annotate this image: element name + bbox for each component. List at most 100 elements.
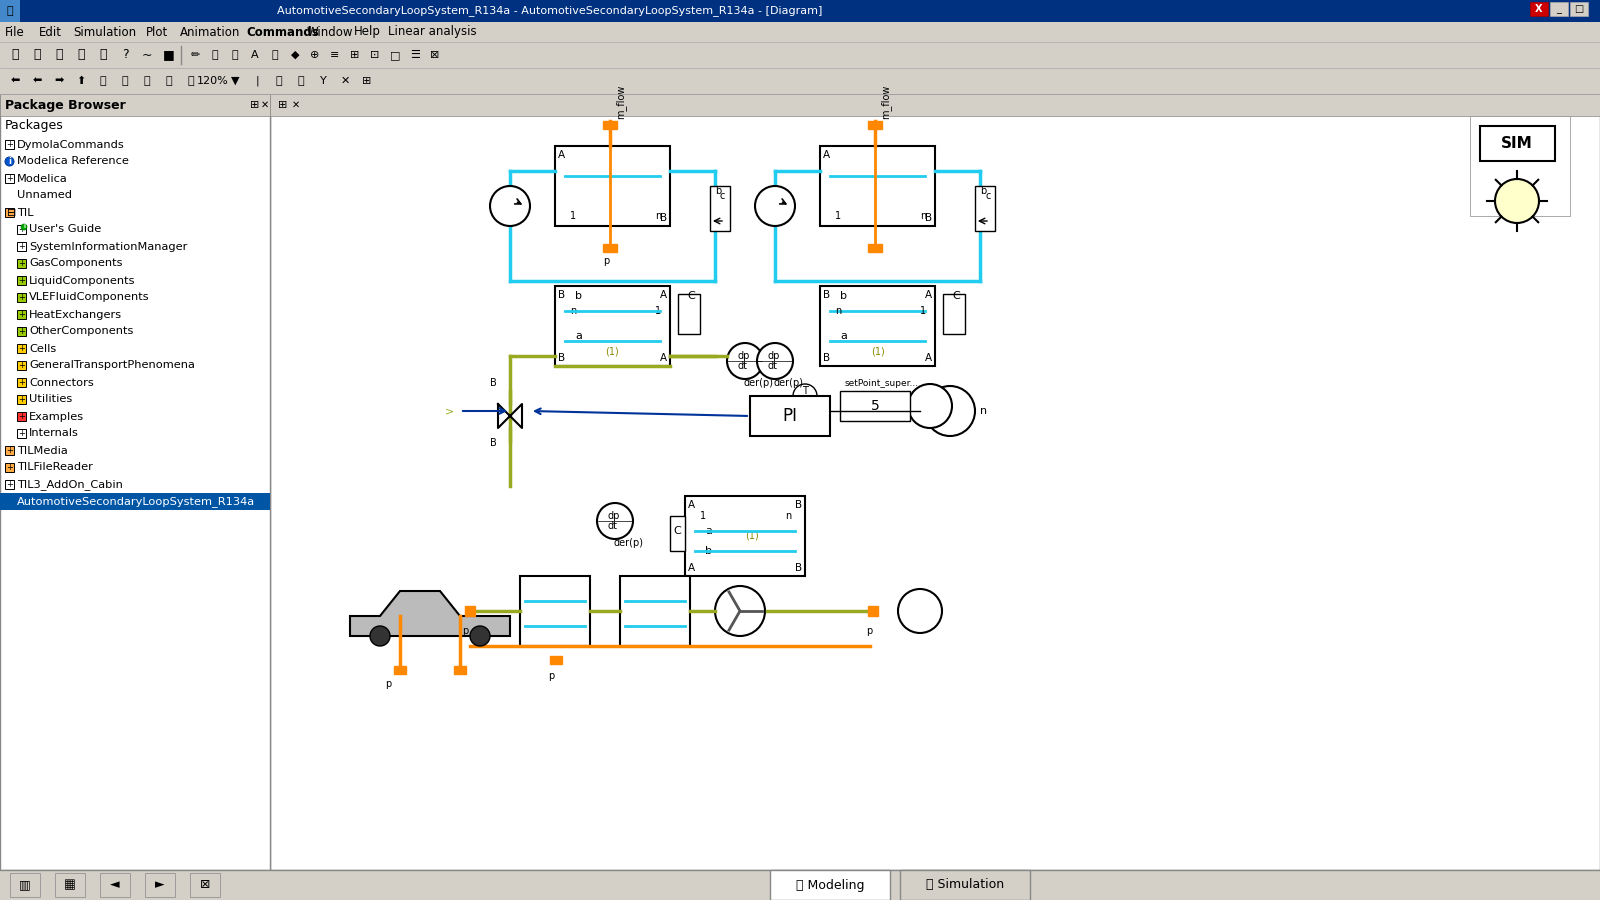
Text: 120%: 120% [197, 76, 229, 86]
Circle shape [794, 384, 818, 408]
Text: GeneralTransportPhenomena: GeneralTransportPhenomena [29, 361, 195, 371]
Text: dp: dp [606, 511, 619, 521]
Text: Simulation: Simulation [74, 25, 136, 39]
Text: B: B [490, 438, 496, 448]
Text: A: A [659, 353, 667, 363]
Text: 📈 Simulation: 📈 Simulation [926, 878, 1005, 892]
Text: GasComponents: GasComponents [29, 258, 123, 268]
Text: ⊟: ⊟ [6, 208, 16, 218]
Text: +: + [18, 429, 26, 438]
Text: ≡: ≡ [330, 50, 339, 60]
Text: ⬅: ⬅ [10, 76, 19, 86]
Bar [1550, 2, 1568, 16]
Text: +: + [18, 242, 26, 251]
Bar [819, 286, 934, 366]
Text: Commands: Commands [246, 25, 320, 39]
Text: +: + [18, 378, 26, 387]
Text: dp: dp [738, 351, 750, 361]
Bar [1530, 2, 1549, 16]
Text: 1: 1 [835, 211, 842, 221]
Text: (1): (1) [746, 531, 760, 541]
Text: +: + [18, 310, 26, 319]
Bar [5, 208, 14, 217]
Text: |: | [254, 76, 259, 86]
Text: Modelica Reference: Modelica Reference [18, 157, 130, 166]
Text: >: > [445, 406, 454, 416]
Bar [5, 446, 14, 455]
Text: PI: PI [782, 407, 797, 425]
Text: setPoint_super...: setPoint_super... [845, 379, 918, 388]
Text: b: b [979, 186, 986, 196]
Text: ➡: ➡ [54, 76, 64, 86]
Text: 🖨: 🖨 [99, 49, 107, 61]
Text: OtherComponents: OtherComponents [29, 327, 133, 337]
Bar [18, 225, 26, 234]
Text: ~: ~ [142, 49, 152, 61]
Text: AutomotiveSecondaryLoopSystem_R134a: AutomotiveSecondaryLoopSystem_R134a [18, 496, 254, 507]
Text: ■: ■ [163, 49, 174, 61]
Text: 💾: 💾 [56, 49, 62, 61]
Text: C: C [686, 291, 694, 301]
Bar [5, 463, 14, 472]
Text: +: + [18, 395, 26, 404]
Text: b: b [706, 546, 712, 556]
Bar [678, 294, 701, 334]
Text: +: + [18, 225, 26, 234]
Circle shape [470, 626, 490, 646]
Text: +: + [18, 259, 26, 268]
Text: Package Browser: Package Browser [5, 98, 126, 112]
Text: +: + [18, 361, 26, 370]
Bar [0, 42, 1600, 68]
Text: User's Guide: User's Guide [29, 224, 101, 235]
Bar [0, 870, 1600, 900]
Text: b: b [840, 291, 846, 301]
Text: B: B [822, 353, 830, 363]
Text: 🌐: 🌐 [298, 76, 304, 86]
Bar [0, 68, 1600, 94]
Bar [454, 666, 466, 674]
Text: ⬜: ⬜ [211, 50, 218, 60]
Text: ⊞: ⊞ [278, 100, 288, 110]
Circle shape [490, 186, 530, 226]
Text: B: B [558, 353, 565, 363]
Bar [0, 493, 270, 510]
Text: ✏: ✏ [190, 50, 200, 60]
Bar [270, 94, 1600, 116]
Bar [867, 606, 878, 616]
Bar [555, 286, 670, 366]
Text: +: + [6, 463, 13, 472]
Text: dt: dt [766, 361, 778, 371]
Text: A: A [659, 290, 667, 300]
Bar [190, 873, 221, 897]
Text: 📁: 📁 [34, 49, 40, 61]
Text: TILFileReader: TILFileReader [18, 463, 93, 473]
Text: der(p): der(p) [614, 538, 643, 548]
Text: 📐 Modeling: 📐 Modeling [795, 878, 864, 892]
Text: A: A [925, 353, 931, 363]
Text: 🖊: 🖊 [272, 50, 278, 60]
Text: ⬅: ⬅ [32, 76, 42, 86]
Text: HeatExchangers: HeatExchangers [29, 310, 122, 320]
Bar [146, 873, 174, 897]
Text: +: + [18, 412, 26, 421]
Text: (1): (1) [870, 346, 885, 356]
Text: DymolaCommands: DymolaCommands [18, 140, 125, 149]
Bar [0, 94, 270, 870]
Text: c: c [720, 191, 725, 201]
Text: Edit: Edit [38, 25, 62, 39]
Text: T: T [802, 386, 808, 396]
Text: ⊠: ⊠ [200, 878, 210, 892]
Text: +: + [6, 480, 13, 489]
Bar [867, 121, 882, 129]
Circle shape [757, 343, 794, 379]
Bar [18, 395, 26, 404]
Text: n: n [786, 511, 792, 521]
Text: a: a [706, 526, 712, 536]
Circle shape [715, 586, 765, 636]
Text: ✕: ✕ [261, 100, 269, 110]
Text: Help: Help [354, 25, 381, 39]
Text: ☰: ☰ [410, 50, 419, 60]
Text: Y: Y [320, 76, 326, 86]
Bar [710, 186, 730, 231]
Text: Utilities: Utilities [29, 394, 72, 404]
